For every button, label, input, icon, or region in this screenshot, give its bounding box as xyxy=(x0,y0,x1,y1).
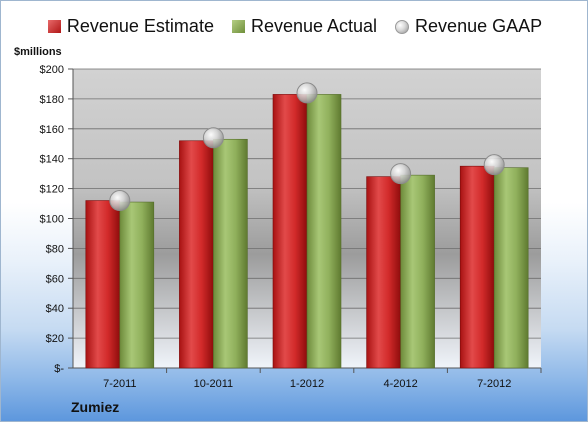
x-tick-label: 4-2012 xyxy=(383,378,417,390)
y-tick-label: $180 xyxy=(40,94,64,106)
legend-item-gaap: Revenue GAAP xyxy=(395,16,542,37)
x-tick-label: 7-2011 xyxy=(103,378,136,390)
legend-label-estimate: Revenue Estimate xyxy=(66,16,214,36)
bar-revenue-actual xyxy=(306,94,342,369)
legend-label-gaap: Revenue GAAP xyxy=(415,16,543,36)
company-name: Zumiez xyxy=(71,399,120,415)
x-tick-label: 1-2012 xyxy=(290,378,324,390)
legend-item-estimate: Revenue Estimate xyxy=(47,16,214,37)
y-tick-label: $160 xyxy=(40,124,64,136)
y-tick-label: $20 xyxy=(46,333,64,345)
bar-revenue-estimate xyxy=(366,176,401,369)
y-tick-label: $200 xyxy=(40,64,64,76)
gaap-marker xyxy=(483,154,505,176)
legend-swatch-gaap xyxy=(395,19,410,34)
bar-revenue-estimate xyxy=(179,140,214,369)
legend-item-actual: Revenue Actual xyxy=(231,16,378,37)
legend-label-actual: Revenue Actual xyxy=(250,16,378,36)
x-tick-labels: 7-2011 10-2011 1-2012 4-2012 7-2012 xyxy=(103,378,511,390)
gaap-marker xyxy=(202,127,224,149)
gaap-marker xyxy=(296,82,318,104)
x-tick-label: 10-2011 xyxy=(194,378,234,390)
y-tick-label: $60 xyxy=(46,273,64,285)
y-tick-labels: $- $20 $40 $60 $80 $100 $120 $140 $160 $180 $200 xyxy=(40,64,65,375)
bar-revenue-actual xyxy=(493,167,529,369)
bar-revenue-estimate xyxy=(272,94,308,369)
gaap-marker xyxy=(109,190,131,212)
y-axis-label: $millions xyxy=(14,46,62,58)
y-tick-label: $120 xyxy=(40,184,64,196)
gaap-markers xyxy=(109,82,505,212)
bars xyxy=(85,94,529,369)
x-tick-label: 7-2012 xyxy=(477,378,511,390)
y-tick-label: $80 xyxy=(46,243,64,255)
bar-revenue-estimate xyxy=(85,200,121,369)
gaap-marker xyxy=(390,163,412,185)
legend-swatch-actual xyxy=(231,20,245,33)
y-tick-label: $- xyxy=(54,363,64,375)
bar-revenue-actual xyxy=(213,138,248,369)
y-tick-label: $140 xyxy=(40,154,64,166)
y-tick-label: $100 xyxy=(40,214,64,226)
bar-revenue-actual xyxy=(119,201,155,369)
bar-revenue-actual xyxy=(400,174,435,369)
y-tick-label: $40 xyxy=(46,303,64,315)
legend: Revenue Estimate Revenue Actual Revenue … xyxy=(1,16,587,37)
bar-revenue-estimate xyxy=(459,165,495,369)
legend-swatch-estimate xyxy=(47,20,61,33)
